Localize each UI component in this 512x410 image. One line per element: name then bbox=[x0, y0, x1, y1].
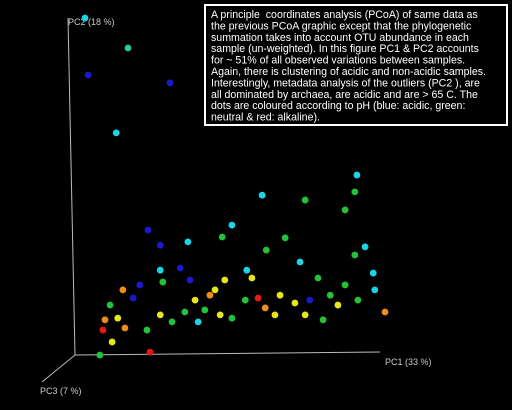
point bbox=[96, 351, 104, 359]
point bbox=[261, 304, 269, 312]
point bbox=[276, 291, 284, 299]
annotation: A principle coordinates analysis (PCoA) … bbox=[211, 9, 486, 124]
point bbox=[81, 14, 89, 22]
point bbox=[241, 296, 249, 304]
point bbox=[353, 171, 361, 179]
annotation-line: neutral & red: alkaline). bbox=[211, 112, 320, 124]
point bbox=[319, 316, 327, 324]
point bbox=[144, 226, 152, 234]
point bbox=[248, 274, 256, 282]
point bbox=[281, 234, 289, 242]
point bbox=[108, 338, 116, 346]
annotation-line: dots are coloured according to pH (blue:… bbox=[211, 100, 465, 112]
points bbox=[81, 14, 389, 359]
point bbox=[296, 258, 304, 266]
point bbox=[301, 196, 309, 204]
point bbox=[114, 314, 122, 322]
annotation-line: for ~ 51% of all observed variations bet… bbox=[211, 55, 465, 67]
point bbox=[271, 311, 279, 319]
point bbox=[228, 221, 236, 229]
point bbox=[228, 314, 236, 322]
point bbox=[254, 294, 262, 302]
point bbox=[243, 266, 251, 274]
point bbox=[159, 278, 167, 286]
point bbox=[341, 281, 349, 289]
point bbox=[306, 296, 314, 304]
point bbox=[186, 276, 194, 284]
point bbox=[156, 311, 164, 319]
point bbox=[301, 311, 309, 319]
point bbox=[101, 316, 109, 324]
pc2-axis bbox=[67, 17, 76, 356]
point bbox=[326, 291, 334, 299]
annotation-line: the previous PCoA graphic except that th… bbox=[211, 20, 472, 32]
point bbox=[291, 299, 299, 307]
point bbox=[371, 286, 379, 294]
point bbox=[176, 264, 184, 272]
point bbox=[341, 206, 349, 214]
point bbox=[354, 296, 362, 304]
point bbox=[143, 326, 151, 334]
annotation-line: summation takes into account OTU abundan… bbox=[211, 32, 469, 44]
point bbox=[206, 291, 214, 299]
point bbox=[84, 71, 92, 79]
point bbox=[124, 44, 132, 52]
annotation-line: sample (un-weighted). In this figure PC1… bbox=[211, 43, 479, 55]
point bbox=[369, 269, 377, 277]
point bbox=[194, 318, 202, 326]
point bbox=[121, 324, 129, 332]
point bbox=[156, 266, 164, 274]
point bbox=[106, 301, 114, 309]
point bbox=[211, 286, 219, 294]
point bbox=[136, 281, 144, 289]
point bbox=[381, 308, 389, 316]
pc1-axis bbox=[74, 351, 381, 356]
point bbox=[258, 191, 266, 199]
y-axis-label: PC2 (18 %) bbox=[68, 17, 115, 27]
annotation-box bbox=[204, 4, 508, 126]
point bbox=[314, 274, 322, 282]
point bbox=[99, 326, 107, 334]
annotation-line: A principle coordinates analysis (PCoA) … bbox=[211, 9, 478, 21]
point bbox=[201, 306, 209, 314]
point bbox=[112, 129, 120, 137]
point bbox=[221, 276, 229, 284]
point bbox=[168, 318, 176, 326]
point bbox=[351, 251, 359, 259]
point bbox=[216, 311, 224, 319]
point bbox=[119, 286, 127, 294]
point bbox=[146, 348, 154, 356]
point bbox=[156, 241, 164, 249]
point bbox=[181, 308, 189, 316]
annotation-line: Again, there is clustering of acidic and… bbox=[211, 66, 486, 78]
annotation-line: Interestingly, metadata analysis of the … bbox=[211, 77, 480, 89]
pc3-axis bbox=[41, 354, 76, 383]
point bbox=[129, 294, 137, 302]
point bbox=[351, 188, 359, 196]
point bbox=[184, 238, 192, 246]
point bbox=[191, 296, 199, 304]
z-axis-label: PC3 (7 %) bbox=[40, 386, 82, 396]
point bbox=[218, 233, 226, 241]
point bbox=[262, 246, 270, 254]
annotation-line: all dominated by archaea, are acidic and… bbox=[211, 89, 478, 101]
point bbox=[166, 79, 174, 87]
point bbox=[334, 301, 342, 309]
x-axis-label: PC1 (33 %) bbox=[385, 357, 432, 367]
point bbox=[361, 243, 369, 251]
